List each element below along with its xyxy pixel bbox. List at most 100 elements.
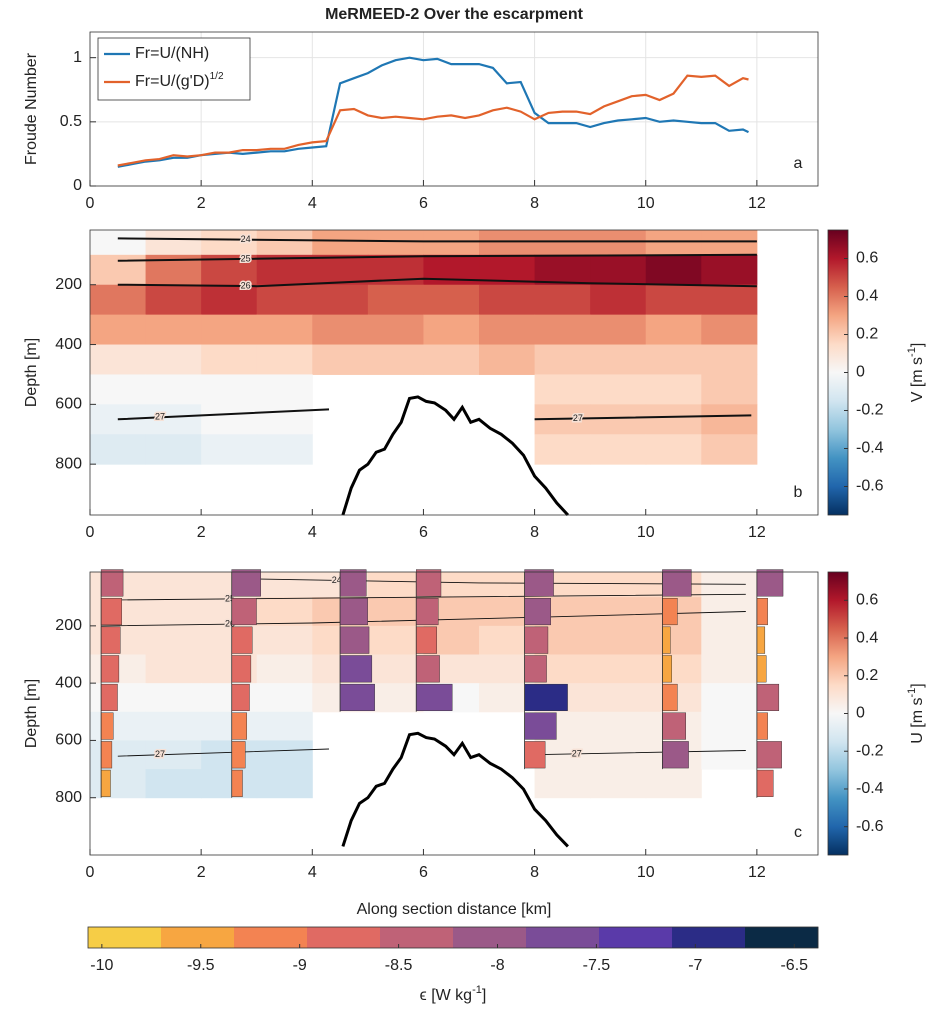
heatmap-cell — [590, 230, 647, 256]
dissipation-bar — [662, 569, 692, 597]
dissipation-bar — [100, 655, 120, 683]
colorbar-label: ϵ [W kg-1] — [420, 984, 487, 1004]
heatmap-cell — [701, 654, 758, 684]
colorbar-label-sup: -1 — [906, 688, 918, 698]
heatmap-cell — [645, 254, 702, 286]
heatmap-cell — [590, 314, 647, 346]
colorbar-tick-label: -9 — [293, 957, 307, 974]
heatmap-cell — [701, 683, 758, 713]
panel-label: b — [794, 484, 803, 501]
y-tick-label: 600 — [55, 732, 82, 749]
heatmap-cell — [701, 404, 758, 435]
heatmap-cell — [701, 230, 758, 256]
heatmap-cell — [423, 314, 480, 346]
heatmap-cell — [479, 314, 536, 346]
heatmap-cell — [645, 314, 702, 346]
heatmap-cell — [145, 230, 202, 256]
y-axis-label: Froude Number — [23, 52, 40, 165]
dissipation-bar — [524, 655, 547, 683]
colorbar-bin — [161, 927, 235, 948]
dissipation-bar — [662, 683, 678, 711]
colorbar-tick-label: -7.5 — [583, 957, 611, 974]
x-tick-label: 8 — [530, 195, 539, 212]
heatmap-cell — [201, 374, 258, 405]
dissipation-bar — [100, 741, 113, 769]
heatmap-cell — [534, 344, 591, 375]
heatmap-cell — [590, 654, 647, 684]
colorbar-tick-label: 0.2 — [856, 667, 878, 684]
legend-sup: 1/2 — [210, 71, 224, 82]
heatmap-cell — [645, 769, 702, 799]
x-tick-label: 2 — [197, 524, 206, 541]
heatmap-cell — [90, 769, 147, 799]
dissipation-bar — [416, 626, 437, 654]
colorbar-bin — [526, 927, 600, 948]
y-tick-label: 400 — [55, 674, 82, 691]
heatmap-cell — [201, 344, 258, 375]
heatmap-cell — [256, 434, 313, 465]
colorbar-tick-label: 0.2 — [856, 326, 878, 343]
colorbar-label-sup: -1 — [906, 347, 918, 357]
dissipation-bar — [416, 683, 453, 711]
legend-box — [97, 37, 251, 101]
dissipation-bar — [524, 712, 557, 740]
colorbar-tick-label: 0 — [856, 705, 865, 722]
contour-label: 27 — [573, 413, 583, 423]
heatmap-cell — [367, 625, 424, 655]
heatmap-cell — [312, 344, 369, 375]
x-tick-label: 6 — [419, 195, 428, 212]
dissipation-bar — [231, 655, 252, 683]
colorbar-bin — [453, 927, 527, 948]
dissipation-bar — [100, 569, 124, 597]
heatmap-cell — [590, 740, 647, 770]
colorbar-label-suffix: ] — [909, 683, 926, 687]
heatmap-cell — [90, 434, 147, 465]
heatmap-cell — [90, 314, 147, 346]
heatmap-cell — [534, 254, 591, 286]
contour-label: 24 — [241, 234, 251, 244]
heatmap-cell — [701, 284, 758, 316]
heatmap-cell — [145, 597, 202, 627]
heatmap-cell — [256, 344, 313, 375]
heatmap-cell — [479, 284, 536, 316]
heatmap-cell — [701, 344, 758, 375]
heatmap-cell — [590, 284, 647, 316]
heatmap-cell — [201, 769, 258, 799]
x-tick-label: 12 — [748, 524, 766, 541]
heatmap-cell — [534, 314, 591, 346]
x-tick-label: 4 — [308, 524, 317, 541]
colorbar-tick-label: -7 — [688, 957, 702, 974]
contour — [117, 748, 746, 757]
colorbar-bin — [745, 927, 819, 948]
heatmap-cell — [701, 254, 758, 286]
heatmap-cell — [256, 769, 313, 799]
dissipation-bar — [339, 683, 375, 711]
heatmap-cell — [201, 740, 258, 770]
dissipation-bar — [524, 598, 551, 626]
heatmap-cell — [590, 374, 647, 405]
heatmap-cell — [423, 230, 480, 256]
heatmap-cell — [256, 683, 313, 713]
heatmap-cell — [256, 314, 313, 346]
heatmap-cell — [645, 374, 702, 405]
x-tick-label: 8 — [530, 524, 539, 541]
heatmap-cell — [90, 683, 147, 713]
x-tick-label: 10 — [637, 195, 655, 212]
dissipation-bar — [100, 769, 111, 797]
heatmap-cell — [367, 572, 424, 598]
heatmap-cell — [423, 344, 480, 375]
colorbar-frame — [87, 926, 819, 949]
colorbar-tick-label: -6.5 — [780, 957, 808, 974]
colorbar-bin — [234, 927, 308, 948]
colorbar-label-sup: -1 — [472, 984, 482, 996]
heatmap-cell — [590, 597, 647, 627]
heatmap-cell — [701, 434, 758, 465]
dissipation-bar — [756, 598, 768, 626]
colorbar-tick-label: 0.6 — [856, 592, 878, 609]
dissipation-bar — [100, 598, 122, 626]
heatmap-cell — [145, 434, 202, 465]
y-tick-label: 200 — [55, 617, 82, 634]
dissipation-bar — [524, 683, 568, 711]
x-tick-label: 10 — [637, 864, 655, 881]
